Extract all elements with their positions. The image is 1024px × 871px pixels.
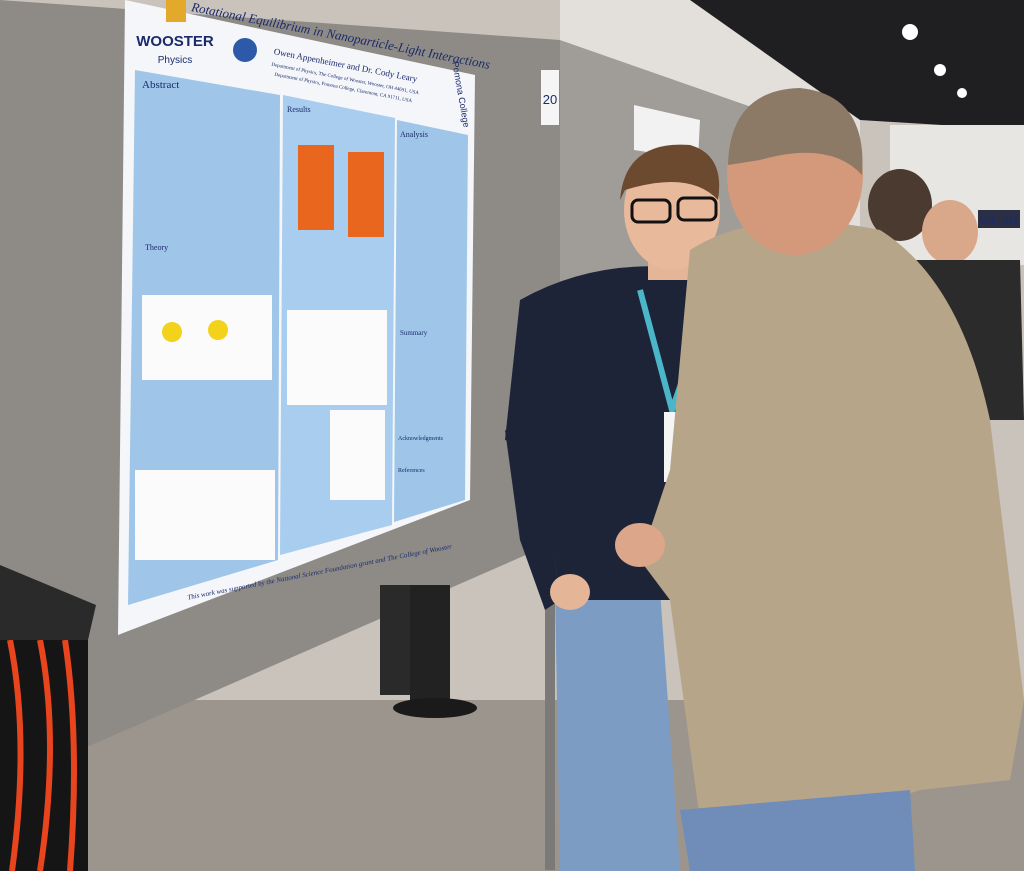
figure: [330, 410, 385, 500]
aisle-sign: [978, 210, 1020, 228]
section-heading: Abstract: [142, 79, 179, 91]
section-heading: Summary: [400, 329, 428, 337]
arm: [505, 430, 560, 610]
light: [934, 64, 946, 76]
figure: [142, 295, 272, 380]
section-heading: Acknowledgments: [398, 436, 444, 442]
ceiling: [690, 0, 1024, 130]
figure-dot: [208, 320, 228, 340]
section-heading: Analysis: [400, 130, 428, 139]
board-number: 20: [543, 92, 557, 107]
pedestal-top: [0, 565, 96, 640]
figure: [135, 470, 275, 560]
jeans: [680, 790, 915, 871]
poster-column: [394, 120, 468, 522]
logo-sub: Physics: [158, 55, 192, 66]
hand: [615, 523, 665, 567]
legs: [410, 585, 450, 705]
section-heading: Results: [287, 105, 311, 114]
light: [957, 88, 967, 98]
jacket: [640, 221, 1024, 821]
logo: WOOSTER: [136, 33, 214, 50]
figure-dot: [162, 322, 182, 342]
hand: [550, 574, 590, 610]
figure: [348, 152, 384, 237]
light: [902, 24, 918, 40]
person-bg: [868, 169, 932, 241]
hair: [728, 88, 863, 175]
pedestal-stripes: [7, 639, 77, 871]
aisle-sign-text: 001 - 010: [980, 215, 1018, 225]
logo-mark: [166, 0, 186, 22]
person-bg: [922, 200, 978, 264]
glasses: [630, 198, 672, 224]
jeans: [555, 590, 680, 871]
section-heading: References: [398, 467, 425, 474]
section-heading: Theory: [145, 243, 168, 252]
hair: [620, 144, 720, 200]
board-number-card: [541, 70, 559, 125]
figure: [287, 310, 387, 405]
nsf-logo: [233, 38, 257, 62]
legs: [380, 585, 410, 695]
figure: [298, 145, 334, 230]
stand: [545, 540, 555, 870]
shoe: [393, 698, 477, 718]
glasses: [676, 196, 718, 222]
